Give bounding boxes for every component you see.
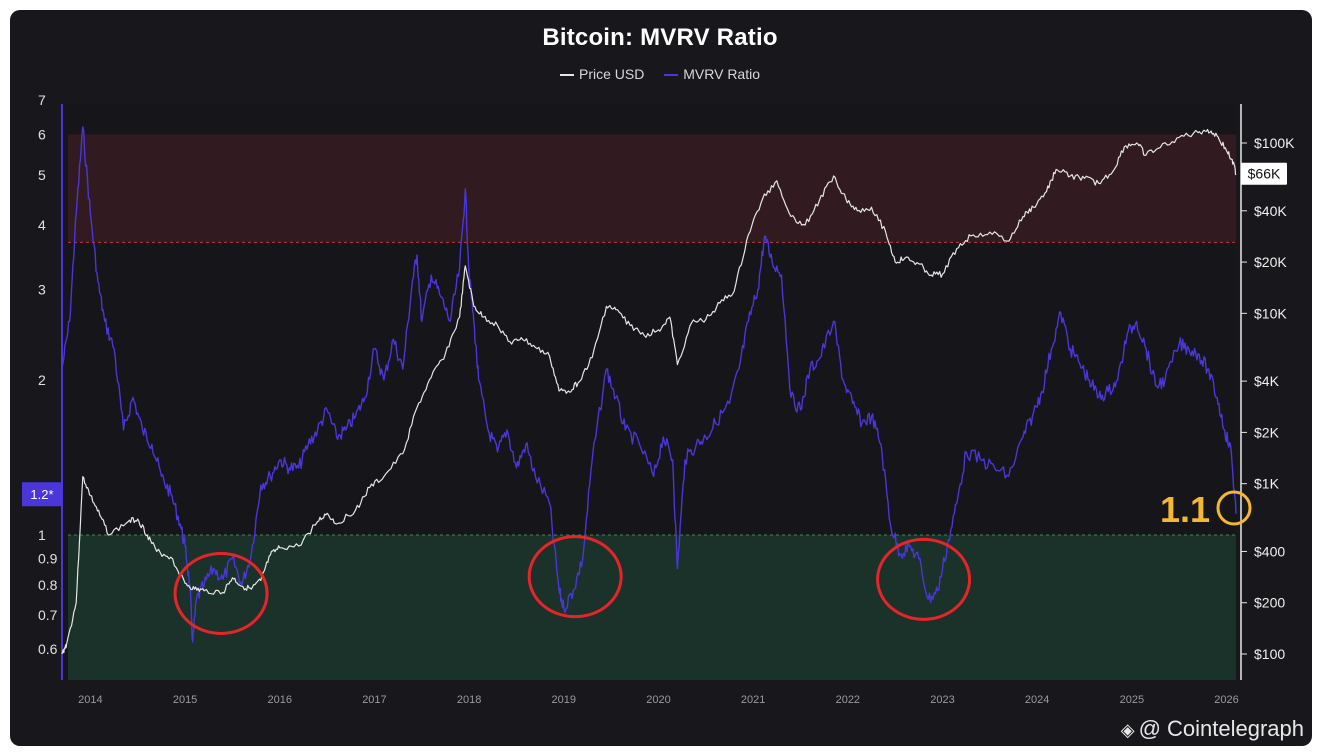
current-price-tag-bg [1241,162,1287,185]
right-axis-tick-label: $4K [1254,373,1280,389]
watermark: ◈ @ Cointelegraph [1116,714,1310,744]
left-axis-tick-label: 2 [38,372,46,388]
x-axis-tick-label: 2017 [362,694,386,706]
left-axis-tick-label: 6 [38,126,46,142]
current-mvrv-tag: 1.2* [30,487,53,502]
right-axis-tick-label: $1K [1254,476,1280,492]
left-axis-tick-label: 0.8 [38,577,58,593]
legend-label-price: Price USD [578,66,645,82]
legend-swatch-mvrv [664,74,679,77]
left-axis-tick-label: 0.7 [38,607,58,623]
annotation-label: 1.1 [1160,489,1210,530]
overvalued-zone [68,134,1236,243]
undervalued-highlight-circle [173,551,269,635]
x-axis-tick-label: 2026 [1214,694,1238,706]
current-price-tag: $66K [1248,166,1281,182]
right-axis-tick-label: $100K [1254,135,1295,151]
chart-legend: Price USD MVRV Ratio [0,66,1320,82]
annotation-circle [1216,490,1252,526]
x-axis-tick-label: 2014 [78,694,102,706]
left-axis-tick-label: 0.6 [38,641,58,657]
right-axis-tick-label: $2K [1254,424,1280,440]
watermark-text: @ Cointelegraph [1138,716,1304,741]
undervalued-highlight-circle [876,537,972,621]
x-axis-tick-label: 2021 [741,694,765,706]
x-axis-tick-label: 2018 [457,694,481,706]
price-usd-line [61,128,1237,655]
legend-label-mvrv: MVRV Ratio [683,66,761,82]
right-axis-tick-label: $40K [1254,203,1287,219]
legend-item-price[interactable]: Price USD [559,66,645,82]
left-axis-tick-label: 3 [38,281,46,297]
x-axis-tick-label: 2022 [836,694,860,706]
left-axis-tick-label: 7 [38,92,46,108]
right-axis-tick-label: $100 [1254,646,1285,662]
x-axis-tick-label: 2023 [930,694,954,706]
cointelegraph-logo-icon: ◈ [1120,720,1135,740]
x-axis-tick-label: 2015 [173,694,197,706]
left-axis-tick-label: 1 [38,527,46,543]
right-axis-tick-label: $400 [1254,543,1285,559]
x-axis-tick-label: 2019 [552,694,576,706]
x-axis-tick-label: 2016 [268,694,292,706]
x-axis-tick-label: 2024 [1025,694,1049,706]
right-axis-tick-label: $200 [1254,595,1285,611]
left-axis-tick-label: 5 [38,167,46,183]
right-axis-tick-label: $10K [1254,305,1287,321]
x-axis-tick-label: 2020 [646,694,670,706]
legend-item-mvrv[interactable]: MVRV Ratio [664,66,760,82]
left-axis-tick-label: 4 [38,217,46,233]
mvrv-ratio-line [61,126,1237,643]
current-mvrv-tag-bg [22,482,62,507]
undervalued-highlight-circle [527,535,623,619]
x-axis-tick-label: 2025 [1120,694,1144,706]
left-axis-tick-label: 0.9 [38,551,58,567]
right-axis-tick-label: $20K [1254,254,1287,270]
chart-title: Bitcoin: MVRV Ratio [542,24,778,51]
legend-swatch-price [559,74,574,77]
